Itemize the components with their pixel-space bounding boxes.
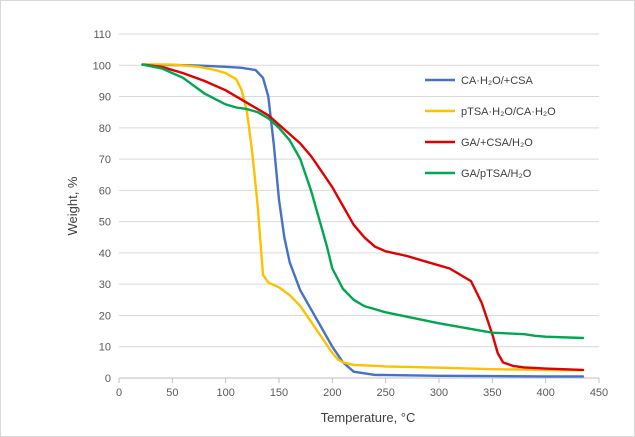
legend-label-1: CA·H₂O/+CSA xyxy=(461,75,533,87)
x-tick-label: 350 xyxy=(483,387,501,399)
x-tick-label: 400 xyxy=(536,387,554,399)
x-tick-label: 150 xyxy=(270,387,288,399)
y-tick-label: 30 xyxy=(99,279,111,291)
y-tick-label: 110 xyxy=(93,29,111,41)
y-tick-label: 60 xyxy=(99,185,111,197)
series-line-3 xyxy=(141,63,585,372)
x-tick-label: 50 xyxy=(166,387,178,399)
y-axis-title: Weight, % xyxy=(65,176,80,235)
legend-label-4: GA/pTSA/H₂O xyxy=(461,168,532,180)
x-tick-label: 0 xyxy=(116,387,122,399)
y-tick-label: 70 xyxy=(99,154,111,166)
y-tick-label: 50 xyxy=(99,217,111,229)
legend-label-3: GA/+CSA/H₂O xyxy=(461,137,533,149)
y-tick-label: 80 xyxy=(99,123,111,135)
y-tick-label: 100 xyxy=(93,60,111,72)
legend: CA·H₂O/+CSA pTSA·H₂O/CA·H₂O GA/+CSA/H₂O GA/… xyxy=(425,75,556,180)
gridlines xyxy=(119,33,599,348)
x-tick-label: 100 xyxy=(216,387,234,399)
y-tick-label: 0 xyxy=(105,373,111,385)
x-tick-label: 450 xyxy=(590,387,608,399)
x-tick-label: 200 xyxy=(323,387,341,399)
y-tick-label: 90 xyxy=(99,92,111,104)
y-tick-label: 10 xyxy=(99,342,111,354)
x-axis-title: Temperature, °C xyxy=(321,410,416,425)
series-line-4 xyxy=(141,63,585,340)
axes: 0 10 20 30 40 50 60 70 80 90 100 110 0 50 100 150 200 250… xyxy=(93,29,609,399)
series-lines xyxy=(141,63,585,378)
y-tick-label: 40 xyxy=(99,248,111,260)
series-line-1 xyxy=(141,63,585,378)
legend-label-2: pTSA·H₂O/CA·H₂O xyxy=(461,106,556,118)
series-line-2 xyxy=(141,63,585,372)
x-tick-label: 250 xyxy=(376,387,394,399)
x-tick-label: 300 xyxy=(430,387,448,399)
y-tick-label: 20 xyxy=(99,310,111,322)
